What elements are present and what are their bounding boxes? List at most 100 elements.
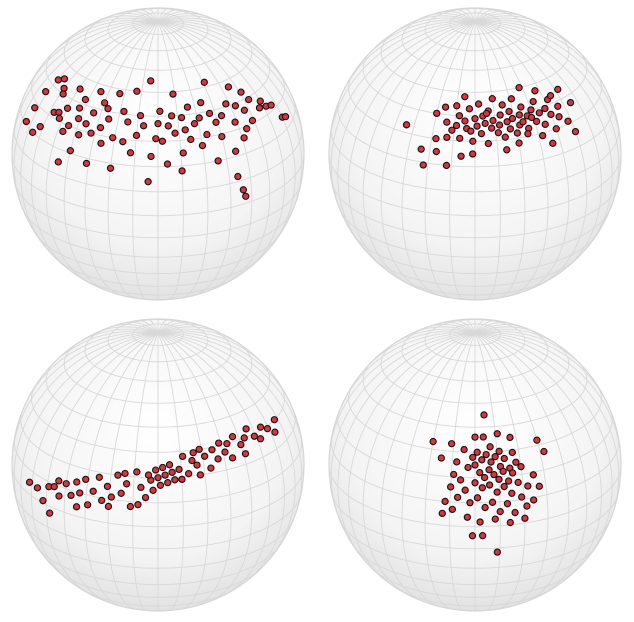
data-point bbox=[505, 107, 513, 116]
data-point bbox=[476, 468, 484, 477]
meridian-line bbox=[84, 21, 159, 296]
meridian-line bbox=[157, 318, 169, 333]
meridian-line bbox=[474, 332, 588, 596]
meridian-line bbox=[474, 13, 523, 23]
data-point bbox=[119, 138, 127, 146]
globe-panel-top-left bbox=[0, 0, 317, 311]
meridian-line bbox=[157, 332, 232, 607]
data-point bbox=[59, 127, 67, 136]
data-point bbox=[535, 482, 543, 490]
data-point bbox=[471, 115, 479, 123]
data-point bbox=[432, 135, 440, 143]
data-point bbox=[136, 111, 145, 120]
data-point bbox=[529, 496, 538, 504]
data-point bbox=[154, 474, 162, 482]
data-point bbox=[508, 489, 516, 497]
meridian-line bbox=[474, 21, 620, 210]
data-point bbox=[31, 104, 39, 112]
data-point bbox=[109, 134, 117, 142]
meridian-line bbox=[474, 332, 613, 561]
data-point bbox=[541, 120, 549, 128]
data-point bbox=[54, 76, 62, 84]
globe-outline bbox=[328, 318, 622, 612]
data-point bbox=[141, 493, 150, 502]
data-point bbox=[231, 147, 240, 155]
data-point bbox=[519, 118, 527, 126]
data-point bbox=[485, 481, 494, 489]
data-point bbox=[499, 467, 507, 476]
data-point bbox=[461, 93, 469, 101]
data-point bbox=[149, 486, 157, 494]
data-point bbox=[488, 95, 496, 103]
data-point bbox=[242, 192, 250, 200]
data-point bbox=[514, 478, 522, 487]
data-point bbox=[489, 116, 497, 125]
meridian-line bbox=[157, 332, 253, 603]
data-point bbox=[256, 97, 264, 105]
data-point bbox=[164, 478, 172, 487]
data-point bbox=[441, 103, 450, 111]
data-point bbox=[133, 87, 141, 95]
data-point bbox=[74, 131, 83, 139]
data-point bbox=[500, 454, 508, 463]
meridian-line bbox=[474, 15, 538, 23]
data-point bbox=[55, 114, 64, 123]
data-point bbox=[491, 515, 499, 523]
meridian-line bbox=[474, 332, 602, 582]
globe-outline bbox=[11, 318, 305, 612]
data-point bbox=[495, 447, 503, 455]
data-point bbox=[541, 104, 549, 113]
data-point bbox=[244, 95, 253, 104]
data-point bbox=[39, 497, 47, 505]
data-point bbox=[448, 505, 456, 514]
data-point bbox=[175, 465, 183, 474]
data-point bbox=[163, 160, 172, 168]
data-point bbox=[90, 109, 98, 117]
data-point bbox=[126, 149, 135, 157]
data-point bbox=[524, 130, 532, 138]
data-point bbox=[46, 509, 54, 517]
data-point bbox=[105, 115, 113, 123]
globe-bottom-left bbox=[11, 318, 305, 612]
data-point bbox=[171, 129, 179, 137]
meridian-line bbox=[401, 332, 476, 607]
data-point bbox=[504, 477, 513, 485]
meridian-line bbox=[424, 21, 476, 299]
data-point bbox=[515, 84, 523, 92]
meridian-line bbox=[474, 324, 523, 334]
data-point bbox=[67, 491, 75, 500]
data-point bbox=[158, 137, 167, 145]
data-point bbox=[89, 487, 97, 495]
data-point bbox=[476, 518, 484, 526]
meridian-line bbox=[424, 332, 476, 610]
meridian-line bbox=[474, 326, 538, 334]
scatter-points bbox=[402, 84, 580, 170]
data-point bbox=[438, 509, 446, 518]
meridian-line bbox=[341, 331, 476, 406]
data-point bbox=[474, 100, 483, 108]
globe-panel-top-right bbox=[317, 0, 634, 311]
meridian-line bbox=[427, 13, 476, 23]
data-point bbox=[508, 448, 516, 457]
data-point bbox=[515, 111, 523, 119]
meridian-line bbox=[330, 21, 476, 210]
data-point bbox=[478, 456, 486, 464]
data-point bbox=[511, 508, 519, 517]
data-point bbox=[198, 141, 207, 150]
data-point bbox=[55, 492, 63, 500]
meridian-line bbox=[401, 21, 476, 296]
data-point bbox=[54, 158, 62, 166]
data-point bbox=[469, 150, 477, 158]
data-point bbox=[214, 157, 222, 165]
data-point bbox=[60, 75, 69, 83]
data-point bbox=[267, 101, 275, 109]
data-point bbox=[126, 502, 135, 511]
data-point bbox=[533, 436, 541, 444]
data-point bbox=[197, 98, 205, 107]
data-point bbox=[195, 445, 203, 454]
data-point bbox=[107, 493, 115, 501]
data-point bbox=[469, 137, 477, 145]
data-point bbox=[132, 131, 141, 140]
meridian-line bbox=[380, 332, 476, 603]
data-point bbox=[429, 437, 437, 446]
